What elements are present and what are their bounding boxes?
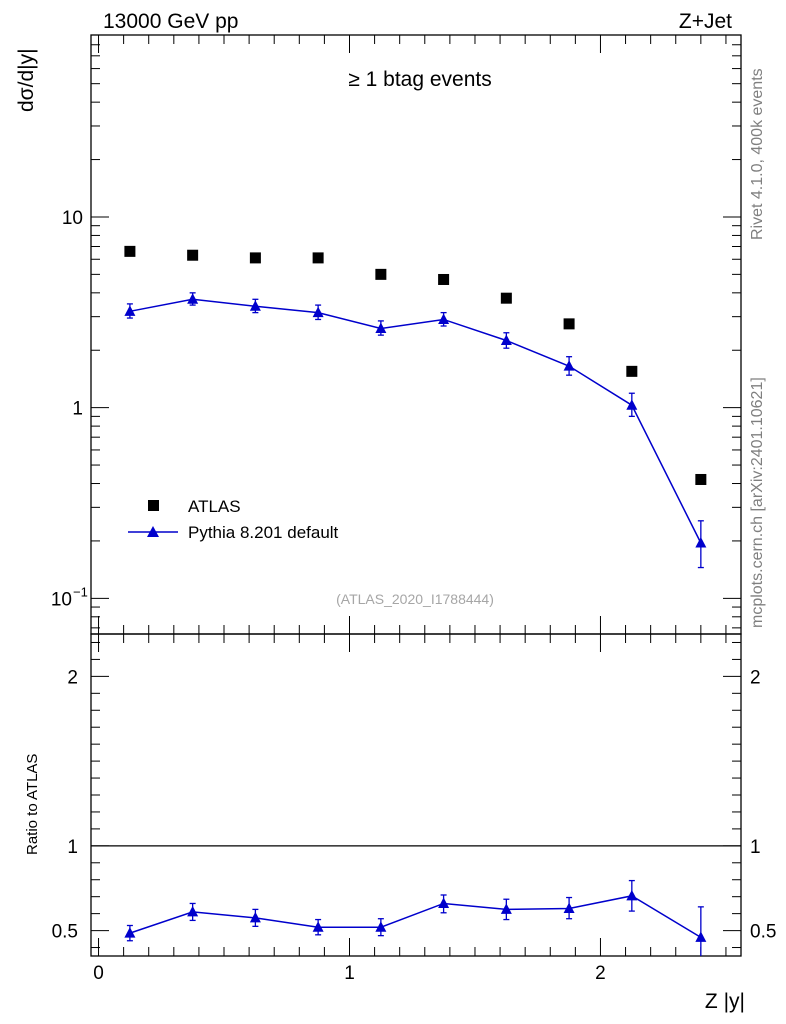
pythia-point [124, 305, 136, 316]
atlas-point [249, 252, 261, 264]
ratio-point [312, 921, 324, 932]
atlas-point [375, 268, 387, 280]
ratio-point [375, 921, 387, 932]
header-right: Z+Jet [679, 10, 732, 33]
pythia-point [375, 322, 387, 334]
ratio-point [124, 927, 136, 938]
x-axis-label: Z |y| [705, 990, 745, 1013]
ratio-point [438, 897, 450, 908]
ratio-y-tick-label-right: 1 [750, 837, 761, 858]
ratio-point [563, 902, 575, 914]
main-plot-frame [90, 34, 742, 635]
atlas-point [626, 365, 638, 377]
legend-atlas-marker [148, 500, 159, 511]
atlas-point [187, 249, 199, 261]
main-y-tick-exponent: −1 [73, 584, 88, 599]
ratio-y-tick-label-left: 2 [67, 667, 78, 688]
ratio-series-layer [124, 879, 707, 956]
x-tick-label: 0 [93, 963, 104, 984]
ratio-point [500, 903, 512, 914]
ratio-axis-ticks [91, 634, 741, 956]
atlas-point [124, 245, 136, 257]
ratio-plot-panel: 0.5 0.5 1 1 2 2 0 1 2 Ratio to ATLAS Z |y| [24, 633, 777, 1013]
pythia-point [500, 334, 512, 345]
atlas-point [563, 318, 575, 330]
pythia-point [438, 313, 450, 324]
main-y-tick-label: 10 [51, 589, 72, 610]
ratio-point [626, 889, 638, 901]
atlas-point [695, 473, 707, 485]
main-series-layer [124, 245, 707, 569]
atlas-point [500, 292, 512, 304]
main-y-axis-label: dσ/d|y| [15, 48, 38, 112]
pythia-point [695, 537, 707, 548]
analysis-watermark: (ATLAS_2020_I1788444) [336, 591, 494, 607]
ratio-y-tick-label-right: 2 [750, 667, 761, 688]
ratio-y-tick-label-right: 0.5 [750, 922, 776, 943]
atlas-point [312, 252, 324, 264]
ratio-y-axis-label: Ratio to ATLAS [24, 754, 41, 855]
ratio-point [187, 905, 199, 917]
legend: ATLAS Pythia 8.201 default [128, 497, 339, 542]
main-y-tick-label: 10 [62, 208, 83, 229]
x-tick-label: 1 [344, 963, 355, 984]
legend-pythia-marker [147, 526, 159, 537]
main-y-tick-label: 1 [72, 399, 83, 420]
ratio-line [129, 895, 702, 939]
pythia-point [312, 306, 324, 318]
side-label-rivet: Rivet 4.1.0, 400k events [749, 68, 766, 240]
pythia-point [249, 300, 261, 311]
chart-title: ≥ 1 btag events [348, 68, 491, 91]
atlas-point [438, 273, 450, 285]
ratio-point [249, 911, 261, 923]
pythia-line [129, 298, 702, 544]
pythia-point [563, 360, 575, 371]
side-label-mcplots: mcplots.cern.ch [arXiv:2401.10621] [749, 377, 766, 628]
main-axis-ticks [91, 34, 741, 634]
header-left: 13000 GeV pp [103, 10, 238, 33]
ratio-y-tick-label-left: 0.5 [52, 922, 78, 943]
ratio-y-tick-label-left: 1 [67, 837, 78, 858]
legend-atlas-label: ATLAS [188, 497, 241, 516]
ratio-tick-labels: 0.5 0.5 1 1 2 2 0 1 2 [52, 667, 777, 984]
x-tick-label: 2 [595, 963, 606, 984]
ratio-point [695, 931, 707, 942]
legend-pythia-label: Pythia 8.201 default [188, 523, 339, 542]
ratio-plot-frame [90, 633, 742, 957]
pythia-point [626, 399, 638, 410]
pythia-point [187, 293, 199, 304]
